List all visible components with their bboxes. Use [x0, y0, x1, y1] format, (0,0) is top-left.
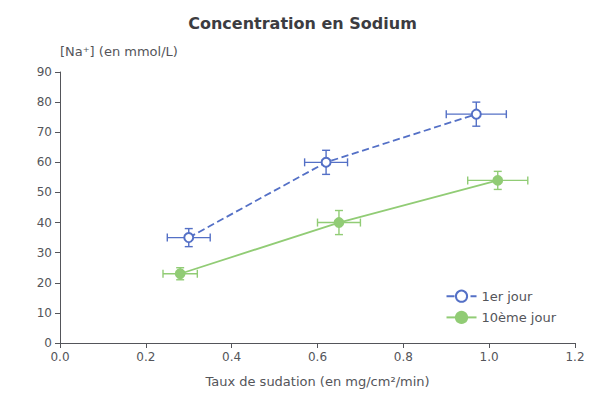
svg-text:20: 20	[37, 276, 52, 290]
svg-text:[Na⁺] (en mmol/L): [Na⁺] (en mmol/L)	[60, 44, 178, 59]
svg-text:0: 0	[44, 336, 52, 350]
svg-text:40: 40	[37, 216, 52, 230]
svg-text:0.0: 0.0	[50, 350, 69, 364]
svg-text:0.2: 0.2	[136, 350, 155, 364]
svg-text:60: 60	[37, 155, 52, 169]
svg-text:30: 30	[37, 246, 52, 260]
svg-text:10: 10	[37, 306, 52, 320]
svg-text:70: 70	[37, 125, 52, 139]
svg-text:Concentration en Sodium: Concentration en Sodium	[188, 14, 417, 33]
svg-text:1er jour: 1er jour	[482, 289, 534, 304]
svg-text:1.2: 1.2	[565, 350, 584, 364]
svg-text:0.8: 0.8	[394, 350, 413, 364]
svg-text:Taux de sudation (en mg/cm²/mi: Taux de sudation (en mg/cm²/min)	[204, 374, 429, 389]
svg-text:50: 50	[37, 185, 52, 199]
svg-text:90: 90	[37, 65, 52, 79]
svg-text:0.6: 0.6	[308, 350, 327, 364]
svg-text:80: 80	[37, 95, 52, 109]
svg-text:0.4: 0.4	[222, 350, 241, 364]
svg-text:10ème jour: 10ème jour	[482, 310, 557, 325]
svg-text:1.0: 1.0	[480, 350, 499, 364]
